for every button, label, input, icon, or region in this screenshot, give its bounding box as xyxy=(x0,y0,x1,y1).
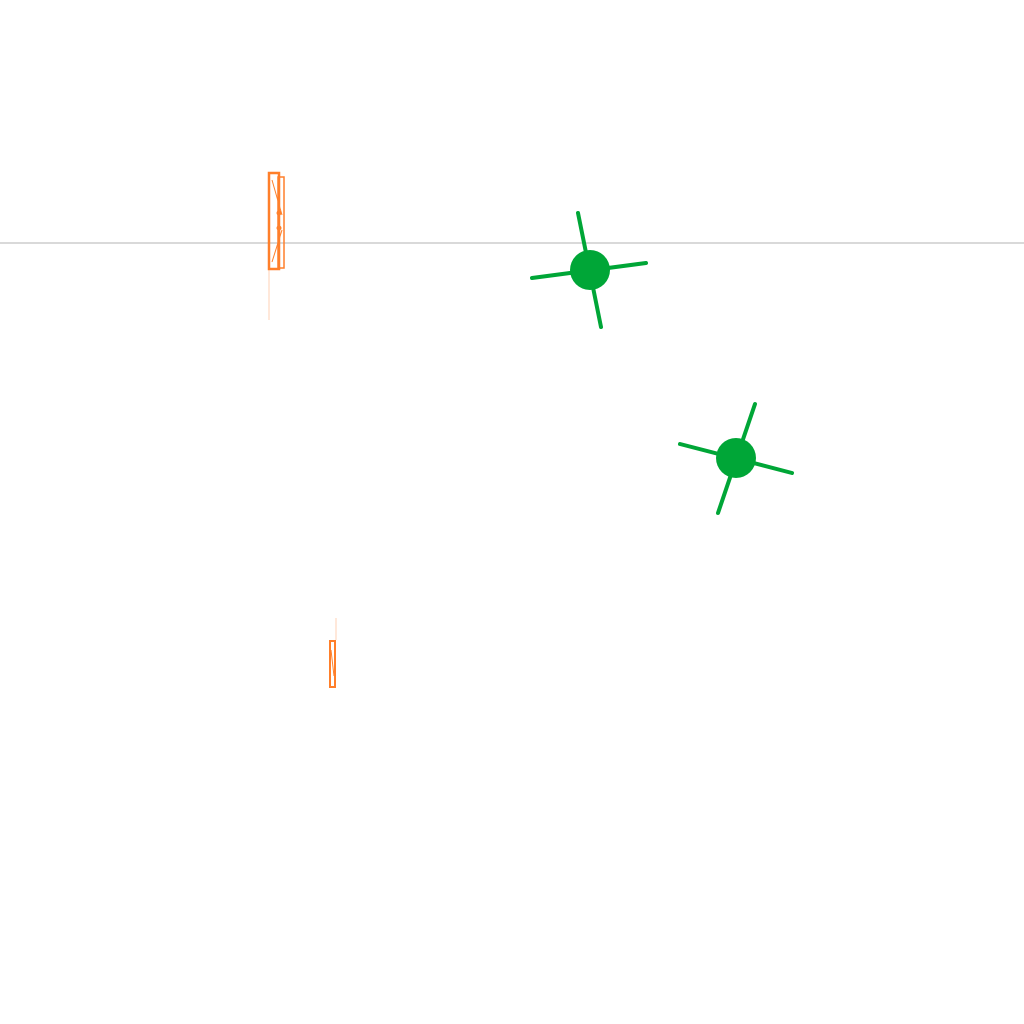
orange-post-knob xyxy=(276,225,282,231)
green-star-hub xyxy=(716,438,756,478)
orange-post-body xyxy=(267,171,281,271)
green-star-hub xyxy=(570,250,610,290)
orange-post-side xyxy=(277,176,285,269)
green-star xyxy=(678,402,794,515)
orange-post-brace xyxy=(271,179,283,216)
orange-post-brace xyxy=(271,229,283,263)
orange-post xyxy=(267,171,285,320)
orange-marker xyxy=(329,618,337,688)
orange-post-knob xyxy=(276,210,282,216)
orange-marker-brace xyxy=(330,649,335,677)
green-star xyxy=(530,211,648,329)
orange-marker-body xyxy=(329,640,336,688)
